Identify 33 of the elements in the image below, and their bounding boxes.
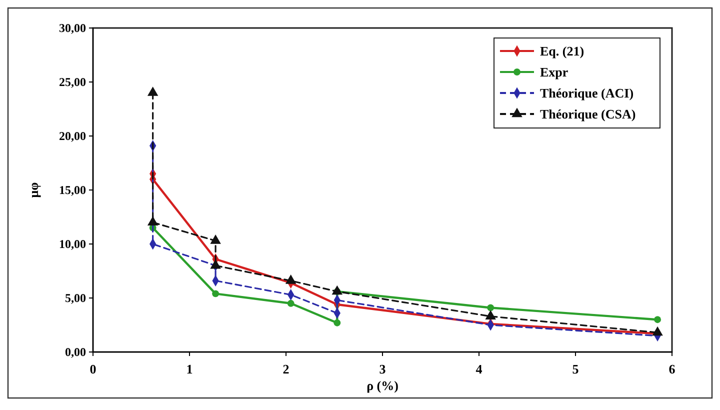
- x-tick-label: 0: [90, 361, 96, 376]
- point: [147, 86, 158, 96]
- point: [332, 285, 343, 295]
- point: [285, 274, 296, 284]
- point: [485, 310, 496, 320]
- point: [652, 326, 663, 336]
- legend-label: Théorique (ACI): [540, 86, 634, 100]
- x-tick-label: 5: [572, 361, 580, 376]
- point: [487, 304, 494, 312]
- legend-label: Théorique (CSA): [540, 106, 636, 122]
- point: [654, 316, 662, 324]
- point: [210, 259, 221, 269]
- point: [210, 234, 221, 244]
- point: [147, 216, 158, 226]
- y-tick-label: 0,00: [65, 344, 86, 359]
- y-tick-label: 5,00: [65, 290, 86, 305]
- y-tick-label: 15,00: [59, 182, 86, 197]
- y-tick-label: 30,00: [59, 20, 86, 35]
- legend-label: Expr: [540, 64, 568, 80]
- x-tick-label: 3: [379, 361, 386, 376]
- x-tick-label: 4: [476, 361, 483, 376]
- x-tick-label: 6: [668, 361, 676, 376]
- legend-label: Eq. (21): [540, 44, 584, 58]
- point: [287, 300, 294, 307]
- point: [334, 319, 341, 326]
- y-tick-label: 10,00: [59, 236, 86, 251]
- x-axis-title: ρ (%): [366, 378, 398, 393]
- x-tick-label: 1: [186, 361, 193, 376]
- y-tick-label: 20,00: [59, 128, 86, 143]
- y-axis-title: μφ: [26, 182, 41, 198]
- x-tick-label: 2: [282, 361, 290, 376]
- y-tick-label: 25,00: [59, 74, 86, 89]
- point: [212, 290, 220, 298]
